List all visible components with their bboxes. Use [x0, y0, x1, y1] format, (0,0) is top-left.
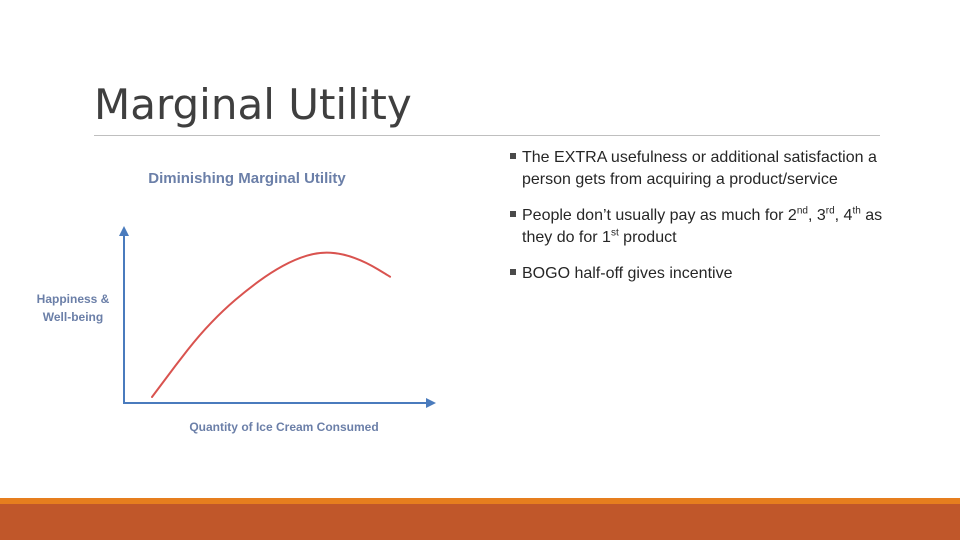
- y-axis-label-line1: Happiness &: [37, 292, 110, 306]
- bullet-square-icon: [510, 211, 516, 217]
- ordinal-suffix: nd: [796, 205, 808, 217]
- bullet-text: The EXTRA usefulness or additional satis…: [522, 149, 877, 188]
- utility-chart: Diminishing Marginal Utility Happiness &…: [37, 170, 436, 434]
- ordinal-suffix: st: [610, 227, 619, 239]
- utility-curve: [151, 251, 392, 398]
- bullet-item: BOGO half-off gives incentive: [510, 263, 890, 285]
- chart-title: Diminishing Marginal Utility: [148, 170, 346, 187]
- ordinal-suffix: rd: [825, 205, 835, 217]
- bullet-item: People don’t usually pay as much for 2nd…: [510, 205, 890, 249]
- slide-title: Marginal Utility: [94, 80, 412, 129]
- bullet-item: The EXTRA usefulness or additional satis…: [510, 147, 890, 191]
- bullet-list: The EXTRA usefulness or additional satis…: [510, 147, 890, 299]
- x-axis-arrow: [426, 398, 436, 408]
- footer-accent-stripe: [0, 498, 960, 504]
- y-axis-arrow: [119, 226, 129, 236]
- bullet-text-part: as they do for 1: [522, 207, 883, 246]
- x-axis-label: Quantity of Ice Cream Consumed: [189, 420, 378, 434]
- bullet-square-icon: [510, 269, 516, 275]
- y-axis-label-line2: Well-being: [43, 310, 103, 324]
- bullet-text-part: , 3: [807, 207, 826, 224]
- bullet-text-part: People don’t usually pay as much for 2: [522, 207, 797, 224]
- ordinal-suffix: th: [852, 205, 861, 217]
- bullet-text-part: product: [618, 229, 677, 246]
- title-divider: [94, 135, 880, 136]
- bullet-text: BOGO half-off gives incentive: [522, 265, 733, 282]
- bullet-square-icon: [510, 153, 516, 159]
- footer-band: [0, 504, 960, 540]
- bullet-text-part: , 4: [834, 207, 853, 224]
